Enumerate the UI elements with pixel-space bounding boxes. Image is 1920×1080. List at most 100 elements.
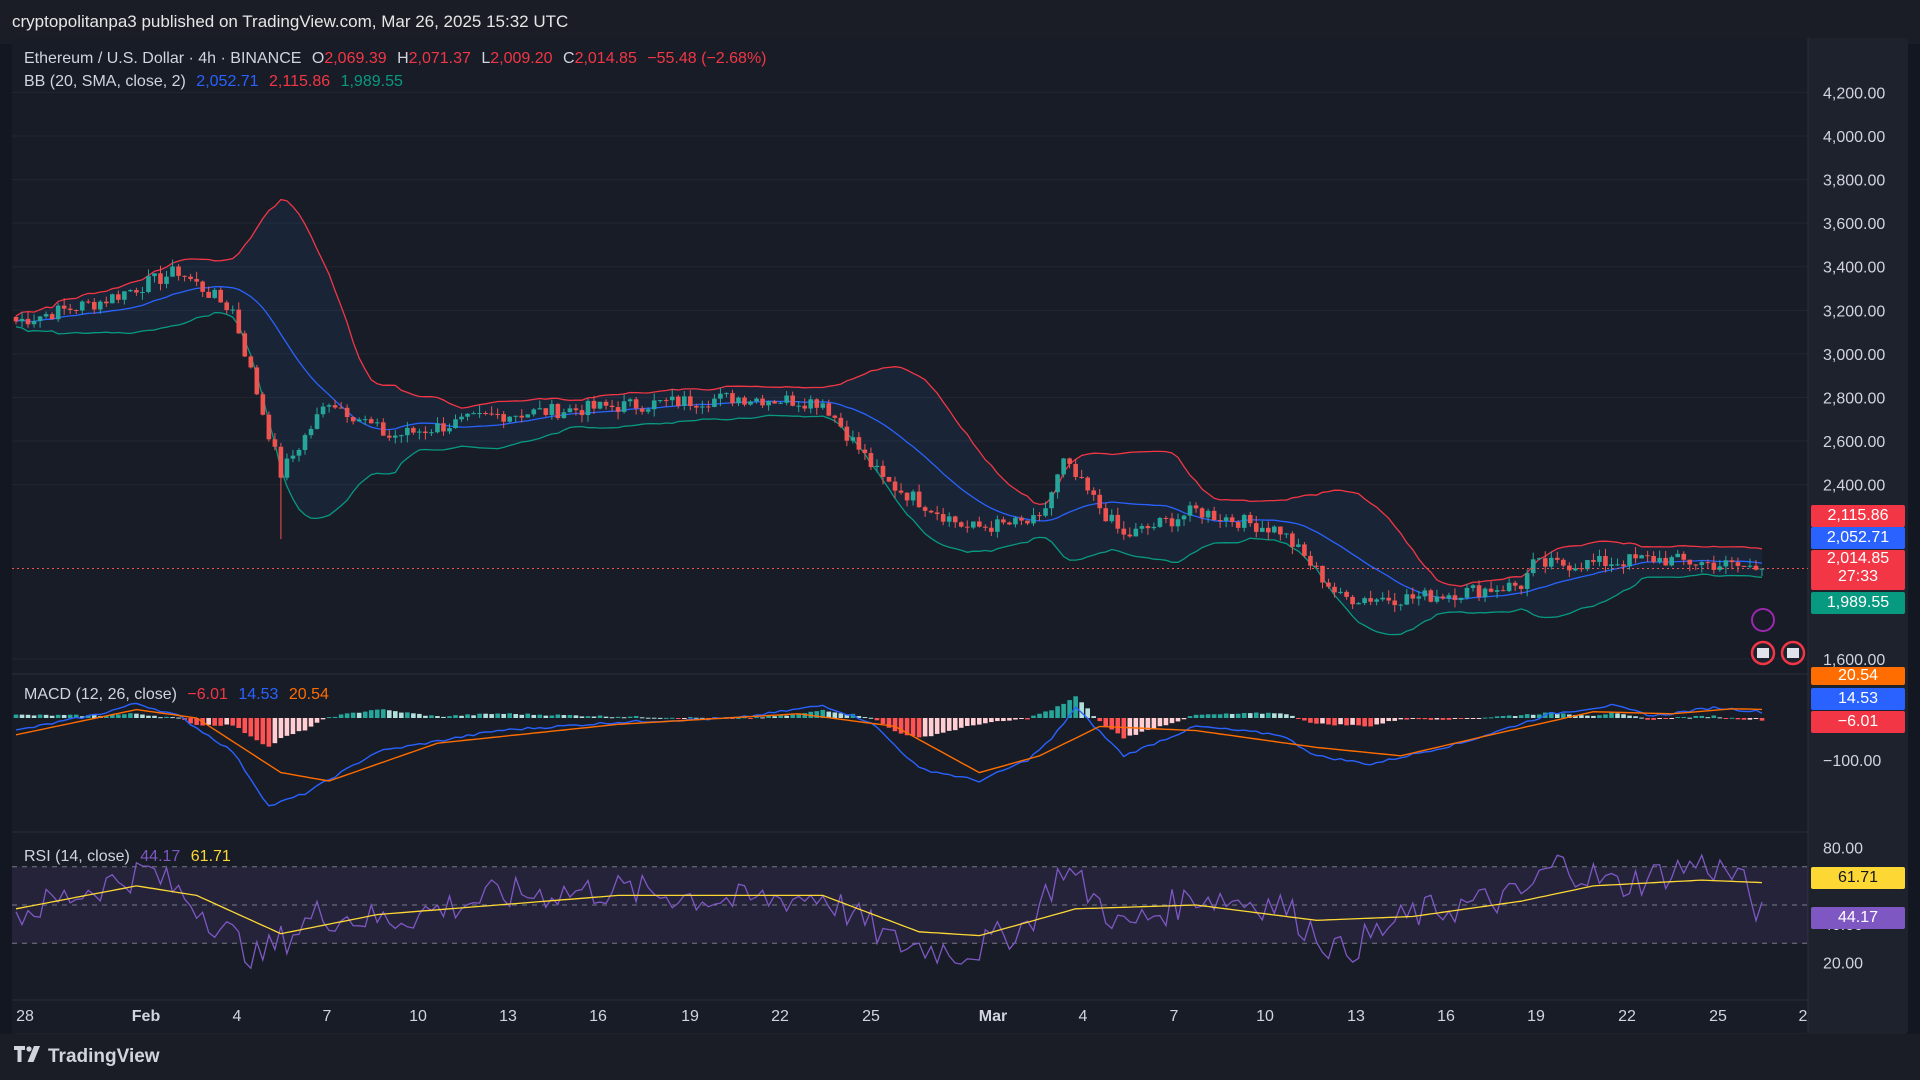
- rsi-value: 44.17: [140, 848, 181, 865]
- macd-hist-bar: [25, 714, 31, 718]
- macd-hist-bar: [1530, 714, 1536, 718]
- candle-body: [940, 514, 946, 522]
- macd-hist-bar: [1711, 715, 1717, 718]
- candle-body: [1458, 597, 1464, 600]
- candle-body: [555, 404, 561, 419]
- macd-hist-bar: [405, 712, 410, 718]
- candle-body: [1392, 600, 1398, 606]
- candle-body: [85, 301, 91, 303]
- macd-hist-bar: [284, 718, 290, 736]
- macd-hist-bar: [1151, 718, 1157, 730]
- candle-body: [91, 301, 97, 310]
- candle-body: [1139, 526, 1145, 529]
- candle-body: [1548, 557, 1554, 567]
- macd-hist-bar: [742, 717, 747, 719]
- macd-hist-bar: [1585, 715, 1590, 718]
- candle-body: [513, 415, 519, 417]
- macd-hist-bar: [1548, 711, 1554, 718]
- macd-hist-bar: [1609, 712, 1614, 718]
- rsi-tick-label: 80.00: [1823, 841, 1863, 858]
- candle-body: [1103, 508, 1109, 522]
- macd-hist-bar: [218, 718, 224, 726]
- candle-body: [248, 356, 254, 368]
- macd-hist-bar: [977, 718, 982, 725]
- candle-body: [989, 527, 994, 532]
- macd-hist-bar: [519, 714, 525, 718]
- macd-hist-bar: [772, 716, 777, 718]
- candle-body: [1699, 562, 1705, 566]
- macd-hist-bar: [1067, 700, 1072, 718]
- candle-body: [254, 367, 260, 395]
- macd-hist-bar: [1061, 703, 1066, 718]
- macd-hist-bar: [663, 717, 669, 719]
- macd-hist-bar: [170, 717, 175, 719]
- plot-area[interactable]: [12, 38, 1808, 1033]
- candle-body: [712, 398, 717, 407]
- candle-body: [1031, 515, 1036, 524]
- candle-body: [1241, 514, 1247, 528]
- candle-body: [1229, 517, 1235, 522]
- macd-hist-tag: −6.01: [1811, 711, 1905, 733]
- candle-body: [1374, 599, 1379, 602]
- candle-body: [1061, 458, 1066, 475]
- macd-hist-bar: [1729, 717, 1735, 719]
- macd-hist-bar: [1025, 718, 1030, 720]
- macd-hist-bar: [1536, 714, 1542, 718]
- candle-body: [898, 490, 904, 493]
- time-tick-label: 13: [499, 1008, 517, 1025]
- candle-body: [633, 399, 639, 409]
- macd-hist-bar: [1133, 718, 1139, 735]
- macd-hist-bar: [904, 718, 910, 736]
- bb-lower-tag: 1,989.55: [1811, 592, 1905, 614]
- candle-body: [79, 301, 85, 311]
- candle-body: [489, 413, 494, 415]
- candle-body: [1434, 596, 1440, 602]
- candle-body: [977, 521, 982, 527]
- candle-body: [1446, 595, 1452, 599]
- candle-body: [134, 290, 139, 293]
- macd-hist-bar: [1693, 715, 1699, 718]
- macd-hist-bar: [1567, 714, 1572, 718]
- macd-hist-bar: [940, 718, 946, 733]
- candle-body: [501, 414, 506, 422]
- macd-tick-label: −100.00: [1823, 753, 1881, 770]
- macd-hist-bar: [922, 718, 928, 737]
- candle-body: [1681, 553, 1687, 560]
- rsi-legend: RSI (14, close) 44.17 61.71: [24, 848, 237, 866]
- macd-hist-bar: [1458, 718, 1464, 719]
- macd-hist-bar: [1470, 718, 1476, 719]
- candle-body: [1133, 528, 1139, 537]
- candle-body: [176, 266, 181, 276]
- candle-body: [519, 415, 525, 418]
- price-tick-label: 4,200.00: [1823, 85, 1885, 102]
- macd-hist-bar: [838, 713, 844, 718]
- candle-body: [242, 333, 248, 357]
- macd-hist-bar: [236, 718, 242, 729]
- candle-body: [19, 318, 25, 322]
- candle-body: [1621, 564, 1626, 567]
- macd-hist-bar: [868, 717, 874, 719]
- macd-hist-bar: [1049, 710, 1054, 718]
- macd-hist-bar: [272, 718, 278, 744]
- macd-hist-bar: [1434, 718, 1440, 720]
- price-tick-label: 2,800.00: [1823, 390, 1885, 407]
- macd-signal-line: [15, 708, 1763, 782]
- time-tick-label: 25: [1709, 1008, 1727, 1025]
- candle-body: [1705, 562, 1711, 564]
- candle-body: [37, 316, 43, 321]
- macd-hist-bar: [1278, 713, 1283, 718]
- candle-body: [1518, 585, 1524, 589]
- macd-hist-bar: [1753, 718, 1759, 719]
- candle-body: [1579, 568, 1584, 570]
- candle-body: [1085, 477, 1090, 491]
- rsi-line: [15, 853, 1763, 970]
- macd-hist-bar: [688, 717, 693, 719]
- bb-lower-value: 1,989.55: [340, 73, 403, 90]
- macd-hist-bar: [1440, 718, 1446, 720]
- macd-hist-bar: [1410, 718, 1416, 719]
- candle-body: [206, 291, 211, 298]
- candle-body: [1464, 587, 1470, 598]
- candle-body: [946, 516, 952, 522]
- candle-body: [1253, 523, 1259, 532]
